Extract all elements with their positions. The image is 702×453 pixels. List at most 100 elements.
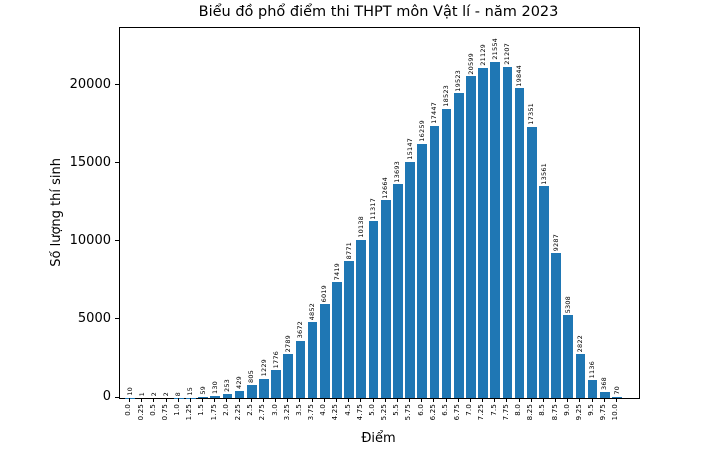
bar-value-label: 2822: [576, 334, 585, 352]
y-tick: [115, 318, 119, 320]
x-tick-label: 6.25: [428, 404, 437, 421]
x-tick: [238, 398, 240, 402]
x-tick: [275, 398, 277, 402]
x-tick: [165, 398, 167, 402]
y-tick-label: 15000: [69, 154, 111, 170]
y-tick: [115, 396, 119, 398]
bar-value-label: 12664: [381, 176, 390, 199]
bar: [271, 370, 281, 398]
plot-area: 10 1 2 2 8 15 59 130 253 429 805 1229 1776 2789 3672 48…: [119, 27, 640, 399]
x-tick: [555, 398, 557, 402]
bar-value-label: 17351: [527, 103, 536, 126]
x-tick-label: 4.25: [331, 404, 340, 421]
y-tick-label: 5000: [77, 310, 111, 326]
x-tick: [360, 398, 362, 402]
x-tick: [299, 398, 301, 402]
x-tick-label: 9.5: [587, 404, 596, 416]
bar: [502, 66, 513, 398]
x-tick: [384, 398, 386, 402]
bar: [234, 391, 245, 398]
x-tick: [421, 398, 423, 402]
x-tick-label: 10.0: [611, 404, 620, 421]
x-tick: [372, 398, 374, 402]
bar-value-label: 16259: [417, 120, 426, 143]
bar-value-label: 4852: [308, 302, 317, 321]
bar-value-label: 1229: [259, 359, 268, 377]
x-tick: [469, 398, 471, 402]
y-tick-label: 0: [102, 389, 111, 404]
x-tick: [348, 398, 350, 402]
x-tick: [141, 398, 143, 402]
x-tick-label: 8.5: [538, 404, 547, 416]
x-tick-label: 9.75: [599, 404, 608, 421]
x-tick-label: 7.5: [489, 404, 498, 416]
bar: [295, 340, 306, 398]
x-tick-label: 1.25: [185, 404, 194, 421]
bar: [319, 304, 330, 398]
bar-value-label: 1: [137, 391, 146, 396]
bar-value-label: 1776: [271, 350, 280, 369]
bar-value-label: 1136: [588, 360, 597, 379]
x-tick-label: 8.75: [550, 404, 559, 421]
bar: [587, 380, 598, 398]
x-tick-label: 3.25: [282, 404, 291, 421]
bar: [466, 76, 476, 398]
x-tick-label: 8.25: [526, 404, 535, 421]
x-tick-label: 9.0: [562, 404, 571, 416]
x-tick: [226, 398, 228, 402]
y-tick: [115, 162, 119, 164]
x-tick: [457, 398, 459, 402]
bar-value-label: 18523: [442, 85, 451, 107]
y-axis-label: Số lượng thí sinh: [48, 157, 64, 267]
x-tick-label: 3.0: [270, 404, 279, 416]
y-tick: [115, 84, 119, 86]
bar-value-label: 10138: [356, 216, 365, 238]
x-tick: [250, 398, 252, 402]
x-tick-label: 1.75: [209, 404, 218, 421]
x-tick-label: 5.25: [380, 404, 389, 421]
bar-value-label: 8: [174, 391, 183, 396]
x-tick: [311, 398, 313, 402]
bar-value-label: 429: [235, 376, 244, 390]
bar: [526, 127, 537, 398]
x-tick: [482, 398, 484, 402]
bars-layer: 10 1 2 2 8 15 59 130 253 429 805 1229 1776 2789 3672 48…: [120, 28, 639, 398]
bar-value-label: 13693: [393, 160, 402, 183]
x-tick-label: 6.5: [440, 404, 449, 416]
bar-value-label: 21129: [478, 44, 487, 67]
x-tick-label: 0.25: [136, 404, 145, 421]
x-tick: [603, 398, 605, 402]
x-tick: [214, 398, 216, 402]
bar: [307, 322, 318, 398]
x-tick-label: 2.0: [221, 404, 230, 416]
x-tick: [189, 398, 191, 402]
x-tick-label: 7.75: [501, 404, 510, 421]
x-tick-label: 3.75: [307, 404, 316, 421]
bar: [417, 144, 428, 398]
bar-value-label: 805: [247, 370, 256, 384]
y-tick-label: 10000: [69, 232, 111, 248]
bar: [222, 394, 233, 398]
x-tick-label: 2.5: [246, 404, 255, 416]
x-tick: [579, 398, 581, 402]
bar-value-label: 15147: [405, 137, 414, 160]
x-tick: [567, 398, 569, 402]
x-tick: [335, 398, 337, 402]
bar-value-label: 21207: [503, 43, 512, 65]
bar: [380, 200, 391, 398]
x-tick-label: 5.0: [367, 404, 376, 416]
x-tick: [591, 398, 593, 402]
bar: [612, 396, 622, 398]
bar: [539, 186, 549, 398]
bar: [551, 253, 561, 398]
bar: [210, 395, 221, 398]
bar-value-label: 13561: [539, 162, 548, 185]
bar-value-label: 368: [600, 377, 609, 391]
bar: [368, 221, 379, 398]
x-tick: [323, 398, 325, 402]
x-tick: [542, 398, 544, 402]
bar: [453, 93, 464, 398]
y-tick: [115, 240, 119, 242]
x-tick-label: 4.5: [343, 404, 352, 416]
